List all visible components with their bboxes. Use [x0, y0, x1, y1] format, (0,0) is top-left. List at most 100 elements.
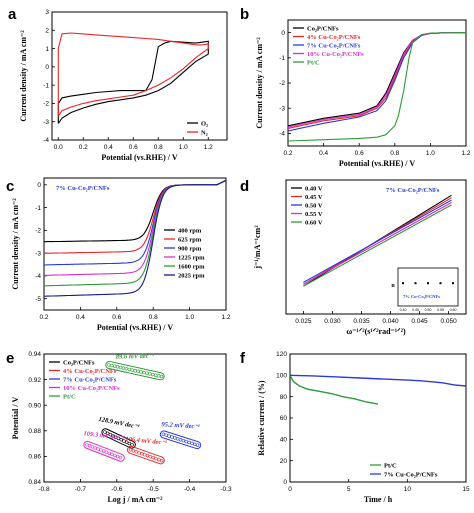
x-tick-label: 1.0: [179, 144, 188, 151]
legend-label: 0.60 V: [305, 219, 323, 226]
x-tick-label: 0.4: [104, 144, 113, 151]
slope-label-1: 106.4 mV dec⁻¹: [125, 436, 167, 447]
x-axis-title: Potential (vs.RHE) / V: [339, 159, 416, 168]
inset-point: [414, 282, 417, 285]
x-tick-label: 1.2: [221, 314, 230, 321]
panel-e: e -0.8 -0.7 -0.6 -0.5 -0.4 -0.3 0.84 0.86 0.88 0.9…: [6, 350, 232, 504]
panel-letter-b: b: [240, 6, 249, 23]
inset-point: [452, 282, 454, 285]
y-tick-label: 1: [45, 46, 49, 53]
slope-label-3: 109.3 mV dec⁻¹: [83, 430, 125, 442]
panel-letter-e: e: [6, 350, 14, 367]
panel-letter-a: a: [8, 6, 17, 23]
y-tick-label: -3: [35, 250, 41, 257]
x-tick-label: 0.2: [39, 314, 48, 321]
tafel-point: [115, 365, 120, 369]
x-tick-label: 0.030: [324, 318, 341, 325]
panel-a: a 0.0 0.2 0.4 0.6 0.8 1.0 1.2 -4 -3 -2 -1 0 1 2 3 Potent…: [8, 6, 228, 162]
legend-label: 0.50 V: [305, 202, 323, 209]
y-tick-label: 20: [280, 458, 288, 465]
y-tick-label: -2: [279, 80, 285, 87]
tafel-point: [121, 366, 126, 370]
legend-label: 0.40 V: [305, 185, 323, 192]
tafel-point: [110, 363, 114, 368]
y-tick-label: 40: [280, 437, 288, 444]
panel-b: b 0.2 0.4 0.6 0.8 1.0 1.2 -4 -3 -2 -1 0 Potential (v…: [240, 6, 471, 168]
x-tick-label: 15: [462, 486, 470, 493]
x-tick-label: 0.4: [76, 314, 85, 321]
y-tick-label: 0: [281, 30, 285, 37]
panel-letter-d: d: [240, 178, 249, 195]
plot-frame: [289, 353, 467, 483]
legend-label: 2025 rpm: [178, 272, 205, 279]
x-tick-label: 1.2: [204, 144, 213, 151]
x-tick-label: -0.3: [220, 486, 232, 493]
panel-c: c 0.2 0.4 0.6 0.8 1.0 1.2 -5 -4 -3 -2 -1 0 Potential …: [6, 177, 231, 332]
legend-label: 625 rpm: [178, 236, 202, 243]
panel-letter-f: f: [240, 350, 246, 367]
y-axis-title: Relative current / (%): [257, 380, 266, 455]
y-tick-label: 0.88: [28, 428, 41, 435]
x-tick-label: 0.035: [353, 318, 370, 325]
tafel-point: [195, 443, 200, 447]
tafel-outline: [101, 428, 136, 449]
tafel-bar-3: [83, 440, 125, 462]
series-line-1: [57, 32, 209, 117]
series-line-3: [303, 202, 452, 285]
x-tick-label: 0.6: [129, 144, 138, 151]
x-axis-title: Potential (vs.RHE) / V: [97, 323, 174, 332]
tafel-point: [118, 365, 123, 370]
inset-x-tick-label: 0.45: [412, 308, 419, 312]
panel-f: f 0 5 10 15 0 20 40 60 80 100 120 Time / h Relative c…: [240, 350, 470, 504]
y-axis-title: j⁻¹/mA⁻¹cm²: [253, 225, 262, 270]
series-line-4: [288, 32, 466, 142]
y-tick-label: 0: [45, 64, 49, 71]
legend-label: Co₂P/CNFs: [307, 25, 339, 32]
inset-point: [427, 282, 429, 285]
y-tick-label: 2: [45, 27, 49, 34]
y-axis-title: Potential / V: [11, 397, 20, 440]
tafel-outline: [105, 360, 165, 381]
x-tick-label: 0.6: [355, 150, 364, 157]
y-tick-label: -3: [43, 119, 49, 126]
tafel-outline: [127, 445, 165, 465]
x-tick-label: 1.2: [461, 150, 470, 157]
plot-area: [83, 360, 202, 465]
y-axis-title: Current density / mA cm⁻²: [255, 37, 264, 129]
y-tick-label: 0: [37, 182, 41, 189]
plot-area: [44, 179, 226, 297]
legend-label: 10% Cu-Co₂P/CNFs: [63, 385, 120, 392]
legend-label: 1600 rpm: [178, 263, 205, 270]
x-tick-label: 0.8: [390, 150, 399, 157]
tafel-point: [118, 455, 123, 460]
tafel-point: [153, 373, 158, 377]
x-tick-label: -0.6: [111, 486, 123, 493]
tafel-point: [159, 374, 164, 379]
plot-area: [288, 32, 466, 142]
tafel-point: [127, 367, 132, 372]
inset-annotation: 7% Cu-Co₂P/CNFs: [403, 294, 440, 299]
tafel-point: [159, 458, 164, 463]
tafel-bar-2: [159, 430, 202, 450]
y-tick-label: 80: [280, 394, 288, 401]
y-tick-label: 0.92: [28, 377, 41, 384]
tafel-point: [156, 374, 161, 378]
x-tick-label: 0.4: [319, 150, 328, 157]
series-line-0: [290, 374, 379, 405]
plot-area: [290, 374, 466, 405]
slope-label-2: 95.2 mV dec⁻¹: [161, 421, 200, 430]
x-tick-label: -0.8: [38, 486, 50, 493]
x-tick-label: -0.5: [148, 486, 160, 493]
plot-frame: [285, 179, 467, 315]
inset-y-label: n: [391, 283, 395, 289]
legend-label: 0.45 V: [305, 194, 323, 201]
legend: 0.40 V 0.45 V0.50 V 0.55 V0.60 V: [291, 185, 323, 226]
series-line-1: [290, 374, 466, 387]
tafel-outline: [159, 430, 202, 450]
y-tick-label: -3: [279, 105, 285, 112]
x-tick-label: 1.0: [185, 314, 194, 321]
legend-label: Pt/C: [63, 393, 76, 400]
